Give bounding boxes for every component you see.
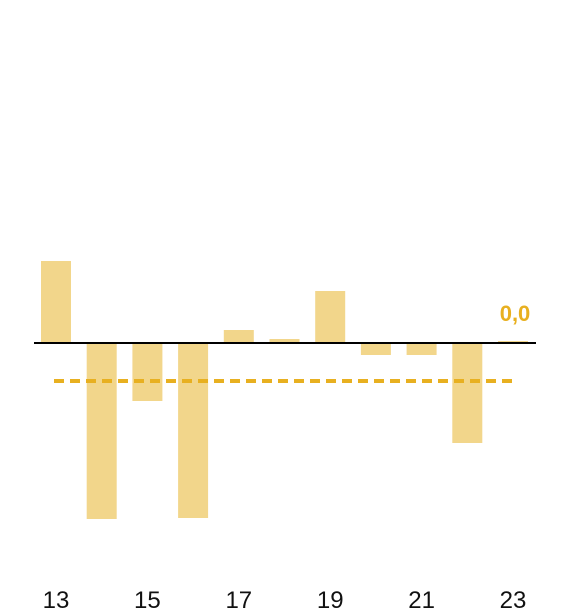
x-tick-labels: 13 15 17 19 21 23 — [43, 587, 527, 613]
x-tick-label-13: 13 — [43, 587, 70, 613]
bar-13 — [41, 261, 71, 343]
bar-14 — [86, 343, 117, 519]
x-tick-label-19: 19 — [317, 587, 344, 613]
last-value-label: 0,0 — [500, 301, 531, 326]
bar-16 — [178, 343, 209, 518]
x-tick-label-17: 17 — [225, 587, 252, 613]
bar-17 — [223, 330, 254, 343]
bar-21 — [406, 343, 437, 355]
bars-layer — [41, 261, 528, 519]
bar-22 — [452, 343, 483, 443]
bar-18 — [269, 339, 300, 343]
bar-20 — [360, 343, 391, 355]
bar-15 — [132, 343, 163, 401]
x-tick-label-15: 15 — [134, 587, 161, 613]
x-tick-label-23: 23 — [500, 587, 527, 613]
bar-19 — [315, 291, 346, 343]
x-tick-label-21: 21 — [408, 587, 435, 613]
